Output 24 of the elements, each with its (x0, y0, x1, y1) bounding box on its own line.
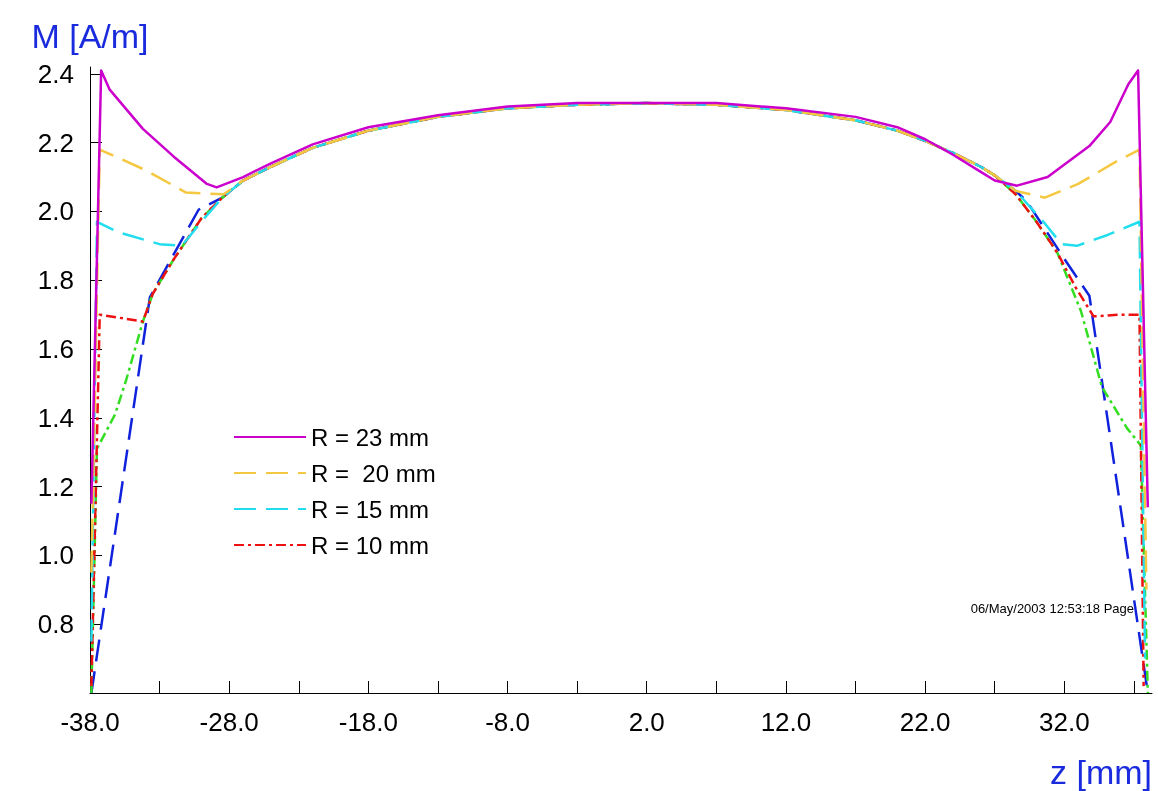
y-tick-label: 1.4 (37, 402, 74, 433)
y-tick-label: 1.8 (37, 265, 74, 296)
y-tick-label: 1.0 (37, 540, 74, 571)
legend-label: R = 15 mm (311, 495, 430, 523)
x-tick-label: 12.0 (760, 707, 812, 737)
y-tick-label: 0.8 (37, 609, 74, 640)
x-tick-label: -18.0 (338, 707, 399, 737)
y-tick-label: 2.0 (37, 196, 74, 227)
legend-label: R = 20 mm (311, 459, 436, 487)
x-tick-label: -38.0 (60, 707, 120, 737)
legend-label: R = 10 mm (311, 531, 430, 559)
x-tick-label: -8.0 (485, 707, 530, 737)
y-tick-label: 2.4 (37, 58, 74, 89)
x-tick-label: 32.0 (1039, 707, 1090, 737)
x-axis-title: z [mm] (1050, 753, 1152, 791)
x-tick-label: 22.0 (899, 707, 951, 737)
y-tick-label: 1.6 (37, 334, 74, 365)
y-tick-label: 1.2 (37, 471, 74, 502)
y-axis-title: M [A/m] (31, 17, 149, 55)
y-tick-label: 2.2 (37, 127, 74, 158)
legend-label: R = 23 mm (311, 423, 430, 451)
x-tick-label: 2.0 (628, 707, 665, 737)
annotation: 06/May/2003 12:53:18 Page (970, 601, 1135, 616)
x-tick-label: -28.0 (199, 707, 259, 737)
